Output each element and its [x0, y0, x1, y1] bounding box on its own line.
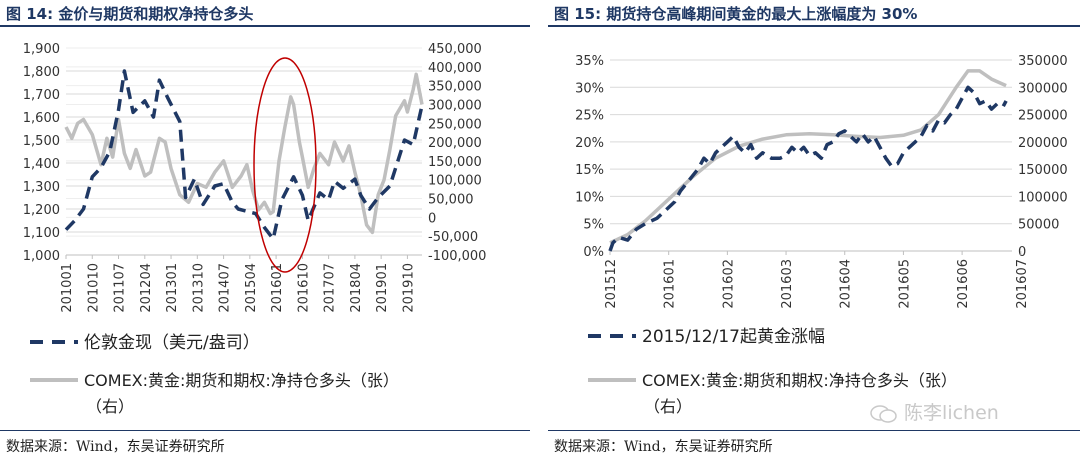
- series-layer: [64, 69, 424, 241]
- title-rule: [548, 25, 1080, 27]
- left-axis-ticks: 0% 5% 10% 15% 20% 25% 30% 35%: [575, 54, 604, 260]
- x-tick-label: 201601: [663, 259, 678, 309]
- x-tick-label: 201804: [349, 263, 364, 313]
- y-left-tick-label: 1,200: [23, 203, 60, 218]
- y-right-tick-label: 300000: [1018, 81, 1068, 96]
- footer-rule: [0, 430, 530, 431]
- x-tick-label: 201707: [323, 263, 338, 313]
- y-right-tick-label: 450,000: [428, 42, 482, 57]
- series-line-net-long: [609, 69, 1007, 245]
- y-left-tick-label: 1,400: [23, 157, 60, 172]
- y-right-tick-label: 150,000: [428, 155, 482, 170]
- y-right-tick-label: 50,000: [428, 193, 474, 208]
- chart-title: 图 14: 金价与期货和期权净持仓多头: [6, 5, 254, 23]
- y-left-tick-label: 15%: [575, 163, 604, 178]
- x-tick-label: 201606: [956, 259, 971, 309]
- y-right-tick-label: -50,000: [428, 230, 478, 245]
- x-tick-label: 201204: [139, 263, 154, 313]
- y-right-tick-label: 150000: [1018, 163, 1068, 178]
- x-tick-label: 201602: [721, 259, 736, 309]
- x-tick-label: 201604: [839, 259, 854, 309]
- y-right-tick-label: 250,000: [428, 117, 482, 132]
- y-right-tick-label: 350000: [1018, 54, 1068, 69]
- y-left-tick-label: 1,700: [23, 88, 60, 103]
- x-tick-label: 201603: [780, 259, 795, 309]
- series-line-gold: [608, 85, 1008, 252]
- series-layer: [608, 69, 1008, 252]
- gold-rally-vs-net-long-chart: 0% 5% 10% 15% 20% 25% 30% 35% 0 50000 100000 15000…: [575, 54, 1068, 416]
- chart-title: 图 15: 期货持仓高峰期间黄金的最大上涨幅度为 30%: [554, 5, 918, 23]
- y-right-tick-label: 100000: [1018, 190, 1068, 205]
- y-left-tick-label: 25%: [575, 109, 604, 124]
- y-left-tick-label: 1,600: [23, 111, 60, 126]
- y-left-tick-label: 35%: [575, 54, 604, 69]
- y-right-tick-label: 100,000: [428, 174, 482, 189]
- grid-lines: [610, 59, 1012, 252]
- y-left-tick-label: 1,100: [23, 226, 60, 241]
- y-left-tick-label: 1,500: [23, 134, 60, 149]
- x-tick-label: 201407: [218, 263, 233, 313]
- y-right-tick-label: 0: [1018, 245, 1026, 260]
- x-tick-label: 201010: [86, 263, 101, 313]
- y-right-tick-label: 350,000: [428, 80, 482, 95]
- y-right-tick-label: 50000: [1018, 218, 1059, 233]
- wechat-icon: [870, 404, 897, 423]
- x-axis-ticks: 201001 201010 201107 201204 201301 201310 2014…: [60, 254, 422, 313]
- series-line-gold: [64, 69, 424, 241]
- x-tick-label: 201910: [401, 263, 416, 313]
- y-left-tick-label: 0%: [583, 245, 604, 260]
- legend: 2015/12/17起黄金涨幅 COMEX:黄金:期货和期权:净持仓多头（张） …: [588, 327, 957, 416]
- right-axis-ticks: -100,000 -50,000 0 50,000 100,000 150,000 200,…: [428, 42, 486, 264]
- watermark: 陈李lichen: [870, 398, 999, 425]
- x-tick-label: 201607: [1015, 259, 1030, 309]
- x-tick-label: 201512: [604, 259, 619, 309]
- y-left-tick-label: 1,900: [23, 42, 60, 57]
- footer-rule: [548, 430, 1080, 431]
- x-tick-label: 201301: [165, 263, 180, 313]
- x-tick-label: 201107: [113, 263, 128, 313]
- y-right-tick-label: 200000: [1018, 136, 1068, 151]
- y-left-tick-label: 20%: [575, 136, 604, 151]
- left-axis-ticks: 1,000 1,100 1,200 1,300 1,400 1,500 1,600 1,700…: [23, 42, 60, 264]
- y-right-tick-label: -100,000: [428, 249, 486, 264]
- y-left-tick-label: 10%: [575, 190, 604, 205]
- source-note: 数据来源：Wind，东吴证券研究所: [554, 439, 773, 455]
- y-left-tick-label: 1,800: [23, 65, 60, 80]
- chart-panel-left: 图 14: 金价与期货和期权净持仓多头 1,000 1,100 1,200 1,300…: [0, 0, 530, 462]
- y-left-tick-label: 1,000: [23, 249, 60, 264]
- y-left-tick-label: 30%: [575, 81, 604, 96]
- y-left-tick-label: 5%: [583, 218, 604, 233]
- y-right-tick-label: 0: [428, 211, 436, 226]
- legend: 伦敦金现（美元/盎司） COMEX:黄金:期货和期权:净持仓多头（张） （右）: [30, 333, 399, 416]
- legend-label: COMEX:黄金:期货和期权:净持仓多头（张）: [84, 371, 399, 390]
- highlight-ellipse: [253, 57, 317, 273]
- x-tick-label: 201610: [296, 263, 311, 313]
- y-right-tick-label: 250000: [1018, 109, 1068, 124]
- source-note: 数据来源：Wind，东吴证券研究所: [6, 439, 225, 455]
- series-line-net-long: [64, 72, 424, 235]
- y-right-tick-label: 300,000: [428, 98, 482, 113]
- x-tick-label: 201504: [244, 263, 259, 313]
- legend-label: 2015/12/17起黄金涨幅: [642, 327, 825, 347]
- legend-label: COMEX:黄金:期货和期权:净持仓多头（张）: [642, 371, 957, 390]
- x-tick-label: 201605: [897, 259, 912, 309]
- gold-price-vs-net-long-chart: 1,000 1,100 1,200 1,300 1,400 1,500 1,600 1,700…: [23, 42, 487, 416]
- watermark-text: 陈李lichen: [904, 402, 999, 424]
- legend-label-suffix: （右）: [644, 397, 692, 416]
- x-tick-label: 201001: [60, 263, 75, 313]
- title-rule: [0, 25, 530, 27]
- x-tick-label: 201601: [270, 263, 285, 313]
- y-left-tick-label: 1,300: [23, 180, 60, 195]
- x-axis-ticks: 201512 201601 201602 201603 201604 201605 2016…: [604, 250, 1030, 309]
- legend-label-suffix: （右）: [86, 397, 134, 416]
- grid-lines: [66, 47, 422, 256]
- legend-label: 伦敦金现（美元/盎司）: [84, 333, 260, 353]
- right-axis-ticks: 0 50000 100000 150000 200000 250000 300000 3500…: [1018, 54, 1068, 260]
- x-tick-label: 201310: [191, 263, 206, 313]
- y-right-tick-label: 400,000: [428, 61, 482, 76]
- y-right-tick-label: 200,000: [428, 136, 482, 151]
- chart-panel-right: 图 15: 期货持仓高峰期间黄金的最大上涨幅度为 30% 0% 5% 10% 15% 2…: [548, 0, 1080, 462]
- x-tick-label: 201901: [375, 263, 390, 313]
